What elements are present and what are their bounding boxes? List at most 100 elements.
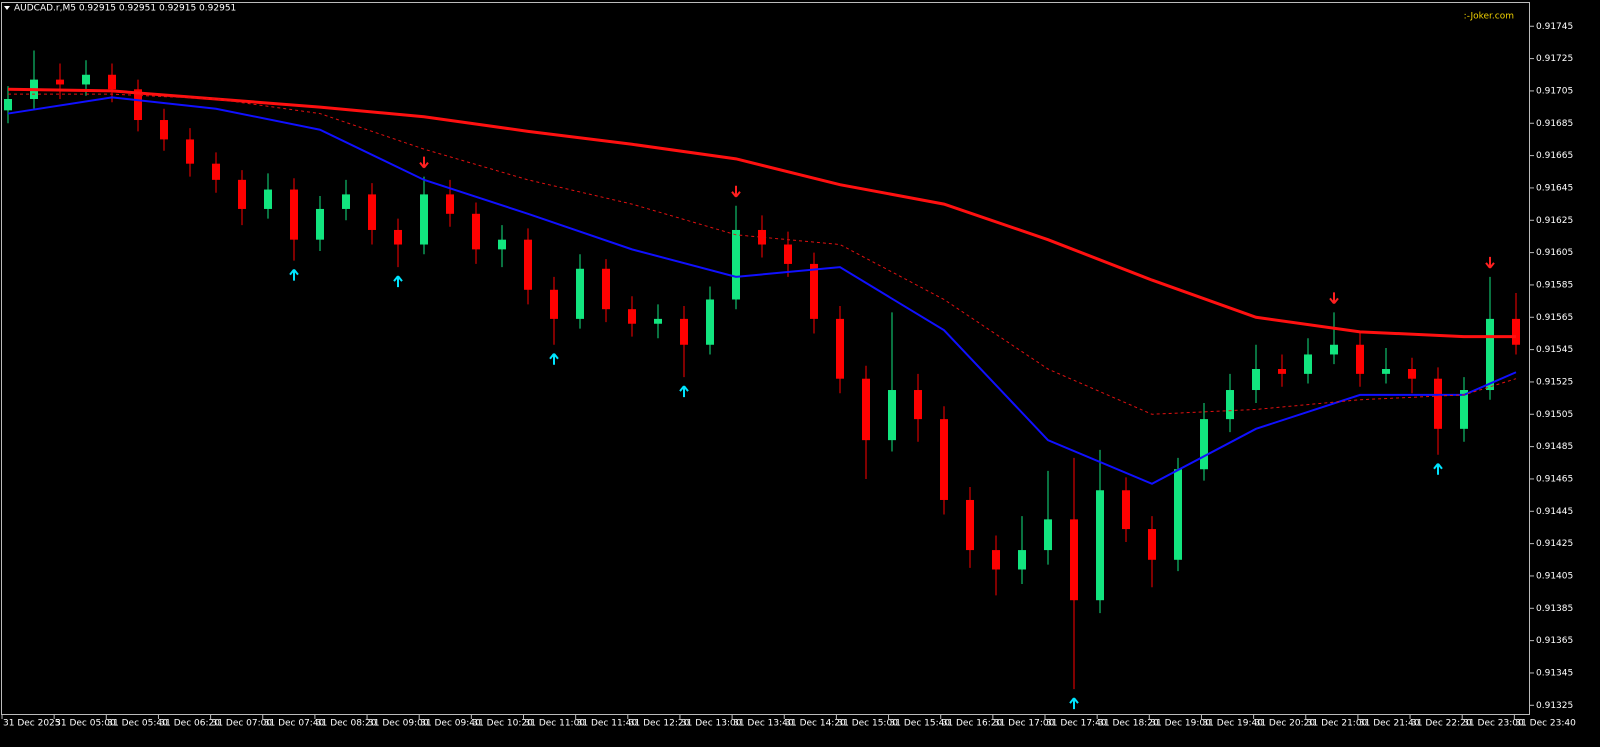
y-tick-label: 0.91625 — [1536, 216, 1573, 226]
x-tick-label: 31 Dec 09:00 — [368, 719, 429, 729]
candle-body — [394, 229, 402, 245]
x-tick-label: 31 Dec 2025 — [3, 719, 61, 729]
y-tick-label: 0.91565 — [1536, 313, 1573, 323]
x-tick-label: 31 Dec 13:00 — [681, 719, 742, 729]
candle-body — [992, 550, 1000, 570]
candle-body — [888, 390, 896, 441]
x-tick-label: 31 Dec 23:00 — [1463, 719, 1524, 729]
y-tick-label: 0.91705 — [1536, 86, 1573, 96]
x-tick-label: 31 Dec 21:00 — [1307, 719, 1368, 729]
x-tick-label: 31 Dec 18:20 — [1098, 719, 1159, 729]
candle-body — [4, 99, 12, 111]
y-tick-label: 0.91385 — [1536, 604, 1573, 614]
candle-body — [1408, 369, 1416, 379]
buy-arrow — [1069, 697, 1079, 710]
x-tick-label: 31 Dec 10:20 — [472, 719, 533, 729]
candle-body — [238, 179, 246, 209]
candle-body — [680, 318, 688, 345]
x-tick-label: 31 Dec 19:00 — [1150, 719, 1211, 729]
candle-body — [446, 194, 454, 214]
y-tick-label: 0.91445 — [1536, 507, 1573, 517]
x-tick-label: 31 Dec 19:40 — [1202, 719, 1263, 729]
candle-body — [550, 289, 558, 319]
candle-body — [420, 194, 428, 245]
candle-body — [1252, 369, 1260, 391]
watermark: :-Joker.com — [1464, 12, 1514, 22]
x-tick-label: 31 Dec 16:20 — [942, 719, 1003, 729]
candle-body — [1174, 469, 1182, 560]
candle-body — [706, 299, 714, 345]
sell-arrow — [1485, 256, 1495, 269]
candle-body — [186, 139, 194, 164]
candle-body — [1434, 378, 1442, 429]
y-tick-label: 0.91525 — [1536, 377, 1573, 387]
y-tick-label: 0.91545 — [1536, 345, 1573, 355]
candle-body — [524, 239, 532, 290]
x-tick-label: 31 Dec 17:40 — [1046, 719, 1107, 729]
candle-body — [1096, 490, 1104, 601]
y-tick-label: 0.91485 — [1536, 442, 1573, 452]
candle-body — [914, 390, 922, 420]
x-tick-label: 31 Dec 12:20 — [629, 719, 690, 729]
candle-body — [472, 213, 480, 250]
x-tick-label: 31 Dec 13:40 — [733, 719, 794, 729]
moving-average — [7, 87, 1516, 339]
candle-body — [82, 74, 90, 85]
y-tick-label: 0.91345 — [1536, 668, 1573, 678]
x-tick-label: 31 Dec 11:40 — [577, 719, 638, 729]
candle-body — [1200, 419, 1208, 470]
candle-body — [212, 163, 220, 180]
y-tick-label: 0.91465 — [1536, 474, 1573, 484]
chart-title: AUDCAD.r,M5 0.92915 0.92951 0.92915 0.92… — [14, 4, 236, 14]
candle-body — [1148, 529, 1156, 560]
candle-body — [56, 79, 64, 85]
y-tick-label: 0.91745 — [1536, 22, 1573, 32]
x-tick-label: 31 Dec 22:20 — [1411, 719, 1472, 729]
x-tick-label: 31 Dec 15:40 — [890, 719, 951, 729]
candle-body — [1460, 390, 1468, 429]
candle-body — [1044, 519, 1052, 551]
candle-body — [1278, 369, 1286, 374]
candle-body — [134, 89, 142, 121]
candle-body — [1512, 318, 1520, 345]
x-tick-label: 31 Dec 07:40 — [264, 719, 325, 729]
plot-frame — [1, 2, 1530, 715]
menu-triangle[interactable] — [4, 6, 10, 10]
candle-body — [576, 268, 584, 319]
candle-body — [160, 120, 168, 140]
x-tick-label: 31 Dec 15:00 — [837, 719, 898, 729]
x-tick-label: 31 Dec 17:00 — [994, 719, 1055, 729]
x-tick-label: 31 Dec 08:20 — [316, 719, 377, 729]
candle-body — [290, 189, 298, 240]
sell-arrow — [419, 156, 429, 169]
candle-body — [810, 263, 818, 319]
x-tick-label: 31 Dec 05:40 — [107, 719, 168, 729]
candle-body — [732, 229, 740, 300]
y-tick-label: 0.91665 — [1536, 151, 1573, 161]
candle-body — [784, 244, 792, 264]
x-tick-label: 31 Dec 07:00 — [212, 719, 273, 729]
x-tick-label: 31 Dec 09:40 — [420, 719, 481, 729]
candle-body — [1122, 490, 1130, 530]
candle-body — [602, 268, 610, 310]
candle-body — [940, 419, 948, 500]
candle-body — [1018, 550, 1026, 570]
buy-arrow — [549, 353, 559, 365]
candle-body — [108, 74, 116, 90]
candle-body — [758, 229, 766, 245]
candle-body — [654, 318, 662, 324]
moving-average — [8, 93, 1517, 415]
y-tick-label: 0.91585 — [1536, 280, 1573, 290]
buy-arrow — [289, 269, 299, 281]
moving-average — [7, 96, 1517, 485]
candle-body — [1382, 369, 1390, 374]
y-tick-label: 0.91605 — [1536, 248, 1573, 258]
x-tick-label: 31 Dec 06:20 — [159, 719, 220, 729]
candle-body — [264, 189, 272, 209]
candle-body — [342, 194, 350, 209]
candle-body — [498, 239, 506, 250]
buy-arrow — [1433, 463, 1443, 475]
